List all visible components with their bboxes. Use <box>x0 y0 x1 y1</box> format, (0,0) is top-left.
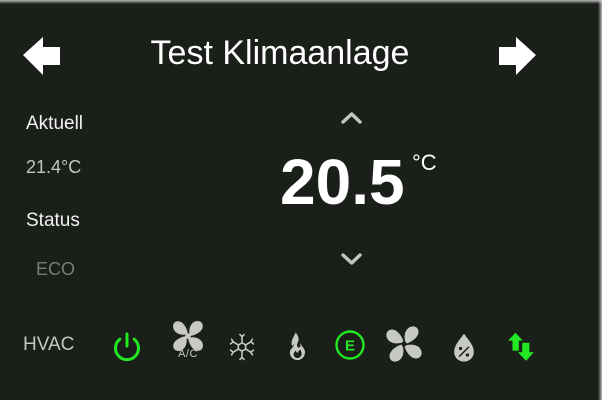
svg-text:E: E <box>345 338 355 355</box>
svg-text:A/C: A/C <box>178 348 198 360</box>
